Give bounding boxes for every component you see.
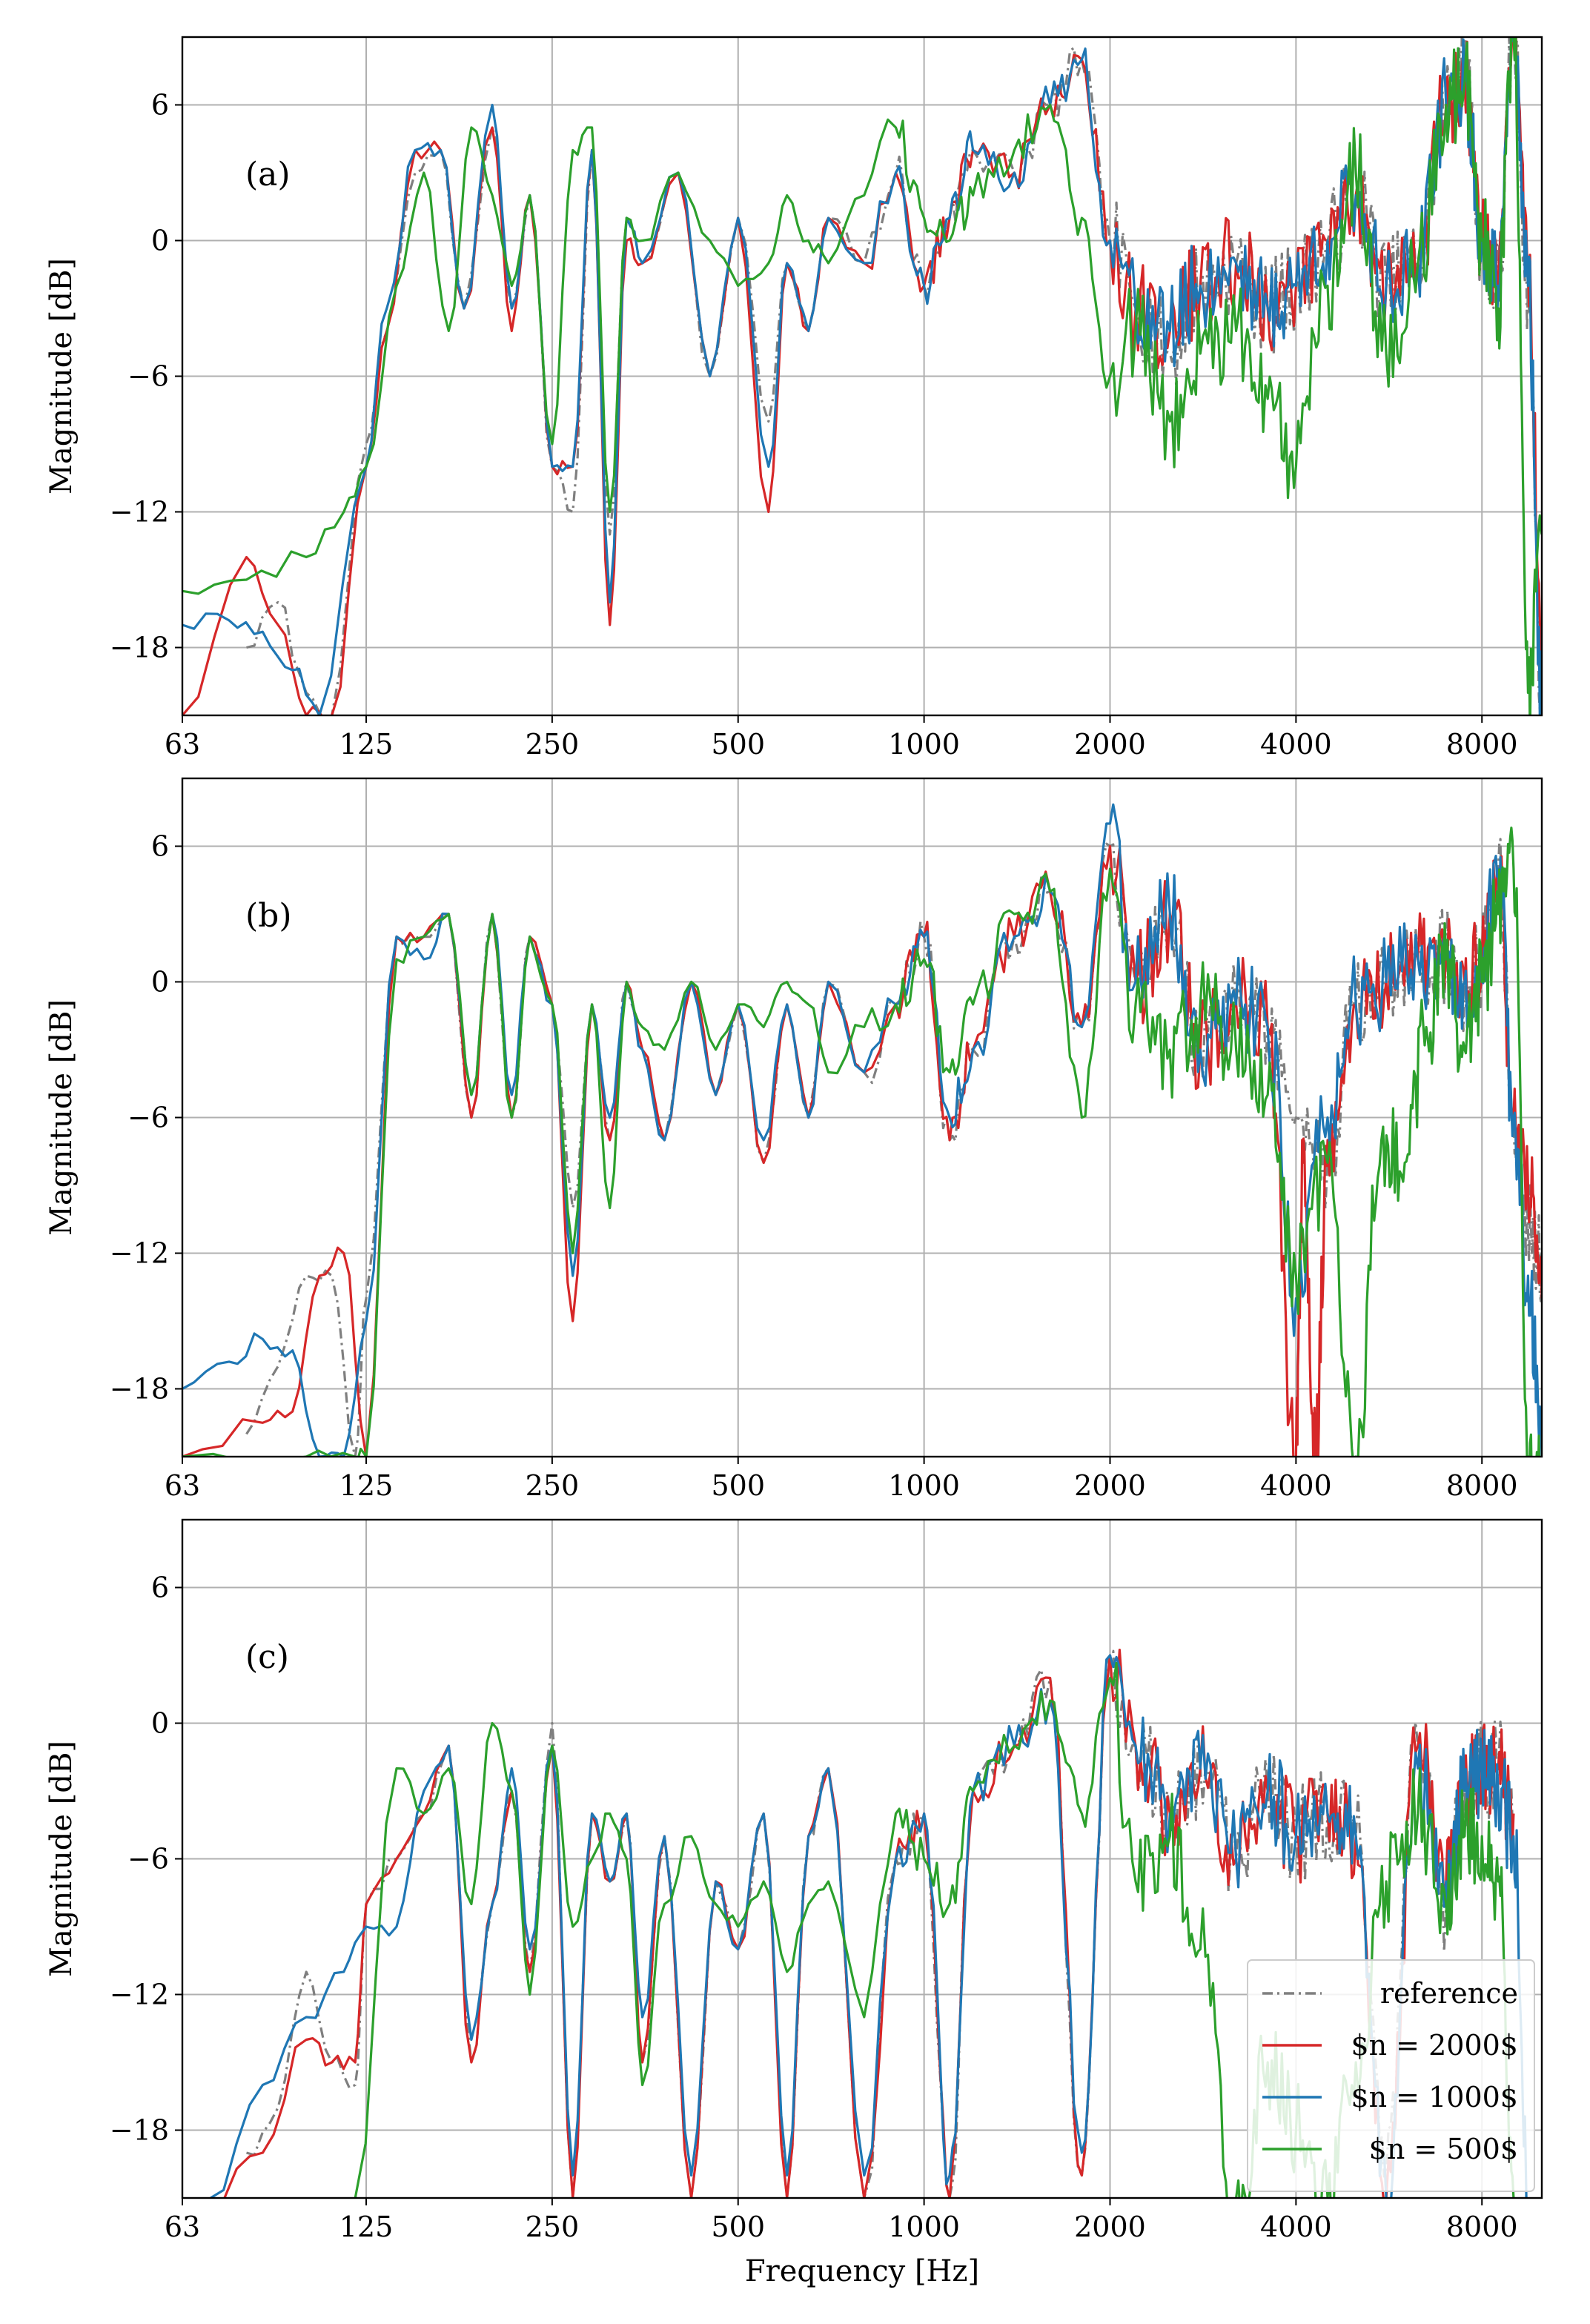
- y-tick-label: −6: [127, 1102, 169, 1134]
- panel-label: (a): [245, 156, 291, 193]
- x-tick-label: 250: [526, 2211, 580, 2243]
- panel-1: 63 125 250 500 1000 2000 4000 8000 6 0 −6 −12 −18 Mag…: [44, 777, 1543, 1502]
- x-tick-label: 2000: [1074, 728, 1146, 761]
- x-tick-label: 2000: [1074, 1469, 1146, 1502]
- y-axis-label: Magnitude [dB]: [44, 999, 79, 1236]
- y-tick-label: 0: [151, 225, 169, 257]
- x-tick-label: 8000: [1446, 728, 1518, 761]
- y-tick-label: −18: [110, 632, 169, 664]
- series-line-n-1000: [182, 37, 1542, 715]
- x-tick-label: 500: [711, 2211, 765, 2243]
- panel-label: (c): [245, 1638, 289, 1676]
- x-tick-label: 125: [339, 1469, 394, 1502]
- x-tick-label: 125: [339, 728, 394, 761]
- legend-box: [1247, 1959, 1535, 2192]
- x-tick-label: 8000: [1446, 2211, 1518, 2243]
- x-tick-label: 250: [526, 728, 580, 761]
- x-tick-label: 1000: [888, 2211, 960, 2243]
- x-tick-label: 500: [711, 728, 765, 761]
- y-tick-label: −18: [110, 2114, 169, 2147]
- y-tick-label: −18: [110, 1373, 169, 1406]
- x-tick-label: 125: [339, 2211, 394, 2243]
- y-tick-label: 0: [151, 1707, 169, 1740]
- panel-2: 63 125 250 500 1000 2000 4000 8000 6 0 −6 −12 −18 Mag…: [44, 1518, 1543, 2288]
- x-tick-label: 4000: [1260, 1469, 1332, 1502]
- legend-label: reference: [1380, 1977, 1518, 2010]
- series-line-reference: [246, 37, 1542, 715]
- x-tick-label: 500: [711, 1469, 765, 1502]
- x-tick-label: 8000: [1446, 1469, 1518, 1502]
- legend-label: $n = 2000$: [1351, 2029, 1518, 2062]
- series-line-reference: [245, 838, 1542, 1457]
- y-tick-label: −12: [110, 1979, 169, 2011]
- panel-label: (b): [245, 897, 292, 935]
- series-line-n-500: [182, 827, 1542, 1457]
- series-line-n-2000: [182, 37, 1542, 715]
- series-line-n-500: [182, 37, 1542, 715]
- x-tick-label: 1000: [888, 728, 960, 761]
- x-tick-label: 63: [165, 728, 200, 761]
- x-tick-label: 1000: [888, 1469, 960, 1502]
- y-axis-label: Magnitude [dB]: [44, 1741, 79, 1977]
- x-tick-label: 250: [526, 1469, 580, 1502]
- series-line-n-500: [354, 1661, 1515, 2198]
- series-line-n-1000: [210, 1654, 1528, 2198]
- panel-0: 63 125 250 500 1000 2000 4000 8000 6 0 −6 −12 −18 Mag…: [44, 36, 1543, 761]
- legend-label: $n = 1000$: [1351, 2081, 1518, 2113]
- y-tick-label: 0: [151, 966, 169, 999]
- x-axis-label: Frequency [Hz]: [745, 2254, 979, 2288]
- y-tick-label: −6: [127, 1843, 169, 1876]
- legend-label: $n = 500$: [1369, 2133, 1518, 2165]
- y-tick-label: −6: [127, 360, 169, 393]
- x-tick-label: 63: [165, 1469, 200, 1502]
- y-tick-label: 6: [151, 89, 169, 122]
- x-tick-label: 4000: [1260, 728, 1332, 761]
- y-tick-label: −12: [110, 496, 169, 529]
- x-tick-label: 4000: [1260, 2211, 1332, 2243]
- y-axis-label: Magnitude [dB]: [44, 258, 79, 494]
- y-tick-label: 6: [151, 1572, 169, 1604]
- legend: reference $n = 2000$ $n = 1000$ $n = 500$: [1247, 1959, 1535, 2192]
- x-tick-label: 63: [165, 2211, 200, 2243]
- x-tick-label: 2000: [1074, 2211, 1146, 2243]
- y-tick-label: −12: [110, 1237, 169, 1270]
- y-tick-label: 6: [151, 830, 169, 863]
